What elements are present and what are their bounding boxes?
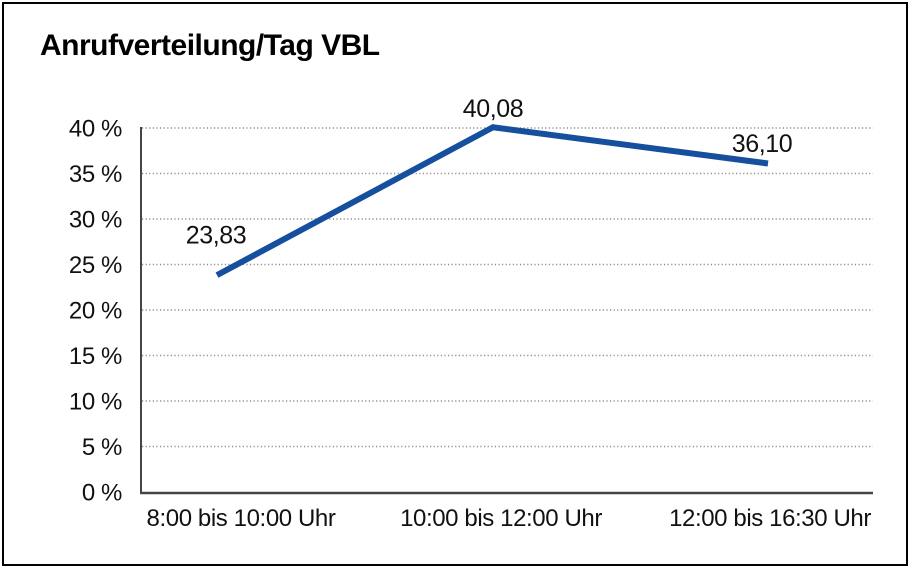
x-category-label: 10:00 bis 12:00 Uhr [400,505,602,532]
y-tick-label: 25 % [69,252,122,279]
x-category-label: 8:00 bis 10:00 Uhr [147,505,336,532]
series-line [215,124,769,278]
data-label: 40,08 [463,95,524,123]
y-tick-label: 10 % [69,389,122,416]
x-category-label: 12:00 bis 16:30 Uhr [669,505,871,532]
y-tick-label: 15 % [69,343,122,370]
y-tick-label: 20 % [69,298,122,325]
chart-title: Anrufverteilung/Tag VBL [40,29,380,62]
y-tick-label: 5 % [82,434,122,461]
data-label: 36,10 [732,130,793,158]
data-label: 23,83 [186,222,247,250]
chart-border-frame [2,2,908,566]
y-tick-label: 40 % [69,116,122,143]
y-tick-label: 30 % [69,207,122,234]
y-tick-label: 0 % [82,480,122,507]
y-tick-label: 35 % [69,161,122,188]
